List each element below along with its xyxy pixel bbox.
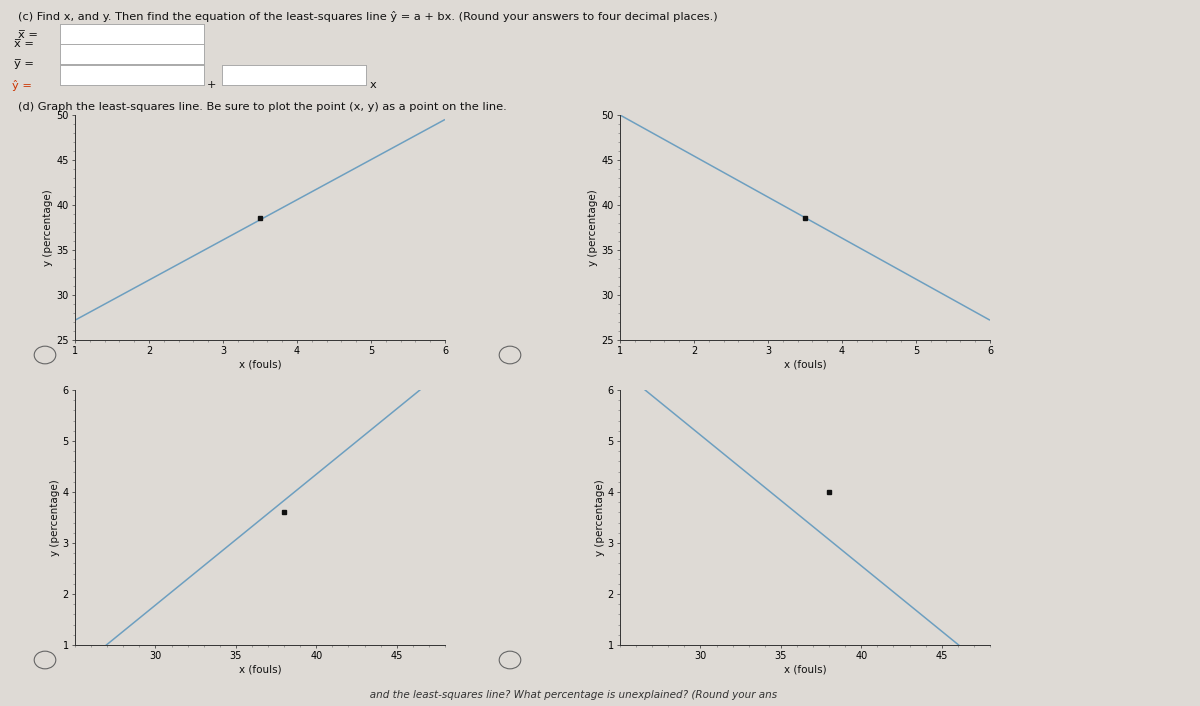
Y-axis label: y (percentage): y (percentage) (43, 189, 54, 266)
Text: ŷ =: ŷ = (12, 80, 32, 91)
Text: (d) Graph the least-squares line. Be sure to plot the point (x, y) as a point on: (d) Graph the least-squares line. Be sur… (18, 102, 506, 112)
Text: +: + (206, 80, 216, 90)
Text: y̅ =: y̅ = (14, 59, 35, 69)
Y-axis label: y (percentage): y (percentage) (49, 479, 60, 556)
Text: (c) Find x, and y. Then find the equation of the least-squares line ŷ = a + bx. : (c) Find x, and y. Then find the equatio… (18, 11, 718, 22)
X-axis label: x (fouls): x (fouls) (784, 664, 827, 674)
X-axis label: x (fouls): x (fouls) (239, 359, 281, 369)
X-axis label: x (fouls): x (fouls) (784, 359, 827, 369)
Y-axis label: y (percentage): y (percentage) (588, 189, 599, 266)
X-axis label: x (fouls): x (fouls) (239, 664, 281, 674)
Text: and the least-squares line? What percentage is unexplained? (Round your ans: and the least-squares line? What percent… (360, 690, 778, 700)
Text: x̅ =: x̅ = (14, 39, 35, 49)
Text: x: x (370, 80, 377, 90)
Text: x̅ =: x̅ = (18, 30, 38, 40)
Y-axis label: y (percentage): y (percentage) (595, 479, 605, 556)
